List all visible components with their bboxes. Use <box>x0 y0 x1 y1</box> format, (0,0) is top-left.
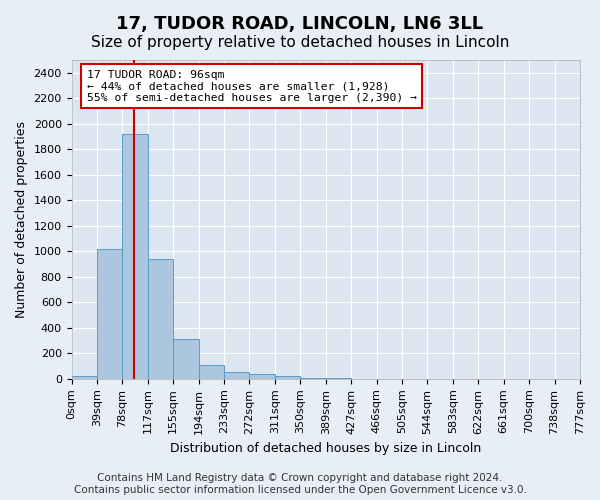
Bar <box>250 374 275 379</box>
Bar <box>173 340 199 379</box>
Bar <box>275 376 301 379</box>
Y-axis label: Number of detached properties: Number of detached properties <box>15 121 28 318</box>
Text: Size of property relative to detached houses in Lincoln: Size of property relative to detached ho… <box>91 35 509 50</box>
Bar <box>148 259 173 379</box>
Bar <box>71 376 97 379</box>
Bar <box>301 378 326 379</box>
Bar <box>122 134 148 379</box>
X-axis label: Distribution of detached houses by size in Lincoln: Distribution of detached houses by size … <box>170 442 481 455</box>
Text: Contains HM Land Registry data © Crown copyright and database right 2024.
Contai: Contains HM Land Registry data © Crown c… <box>74 474 526 495</box>
Bar <box>97 248 122 379</box>
Bar <box>224 372 250 379</box>
Text: 17 TUDOR ROAD: 96sqm
← 44% of detached houses are smaller (1,928)
55% of semi-de: 17 TUDOR ROAD: 96sqm ← 44% of detached h… <box>87 70 417 103</box>
Text: 17, TUDOR ROAD, LINCOLN, LN6 3LL: 17, TUDOR ROAD, LINCOLN, LN6 3LL <box>116 15 484 33</box>
Bar <box>199 365 224 379</box>
